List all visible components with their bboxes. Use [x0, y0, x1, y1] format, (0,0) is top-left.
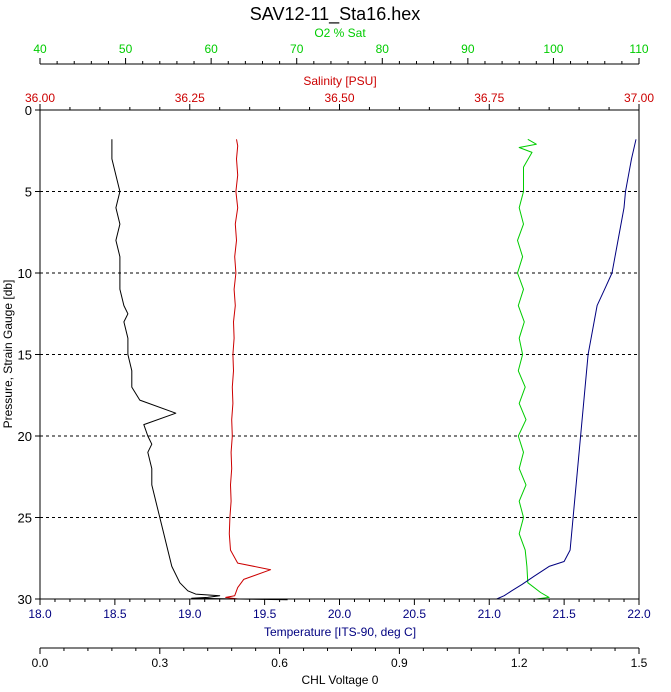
salinity-tick-label: 36.25 [175, 91, 205, 105]
temperature-tick-label: 19.5 [253, 607, 277, 621]
chl-tick-label: 1.2 [511, 656, 528, 670]
plot-frame [39, 109, 640, 600]
pressure-tick-label: 30 [18, 592, 32, 607]
temperature-tick-label: 22.0 [627, 607, 651, 621]
temperature-tick-label: 21.5 [552, 607, 576, 621]
pressure-tick-label: 25 [18, 511, 32, 526]
chl-axis-label: CHL Voltage 0 [302, 673, 379, 687]
temperature-tick-label: 21.0 [478, 607, 502, 621]
series-line-salinity [225, 139, 272, 600]
series-line-chl [111, 139, 288, 601]
o2-axis-label: O2 % Sat [314, 26, 366, 40]
salinity-axis-label: Salinity [PSU] [303, 74, 376, 88]
temperature-tick-label: 20.5 [403, 607, 427, 621]
temperature-tick-label: 18.0 [28, 607, 52, 621]
chart-title: SAV12-11_Sta16.hex [250, 4, 420, 25]
temperature-tick-label: 20.0 [328, 607, 352, 621]
chl-tick-label: 0.9 [391, 656, 408, 670]
o2-tick-label: 70 [290, 42, 304, 56]
o2-tick-label: 80 [376, 42, 390, 56]
o2-tick-label: 50 [119, 42, 133, 56]
salinity-tick-label: 36.50 [324, 91, 354, 105]
o2-tick-label: 110 [629, 42, 648, 56]
temperature-tick-label: 18.5 [103, 607, 127, 621]
pressure-axis-label: Pressure, Strain Gauge [db] [1, 280, 15, 429]
chl-tick-label: 1.5 [631, 656, 648, 670]
o2-tick-label: 60 [204, 42, 218, 56]
chl-tick-label: 0.0 [32, 656, 49, 670]
salinity-tick-label: 37.00 [624, 91, 654, 105]
salinity-tick-label: 36.75 [474, 91, 504, 105]
plot-background [40, 110, 639, 599]
axes-layer: 0 5 10 15 20 25 30 40 50 60 70 80 90 100 110 36.00 36.25… [18, 42, 655, 670]
pressure-tick-label: 0 [25, 103, 32, 118]
pressure-tick-label: 20 [18, 429, 32, 444]
pressure-tick-label: 5 [25, 185, 32, 200]
series-line-temperature [496, 139, 637, 600]
o2-tick-label: 40 [33, 42, 47, 56]
chl-tick-label: 0.6 [271, 656, 288, 670]
salinity-tick-label: 36.00 [25, 91, 55, 105]
series-line-o2 [517, 138, 550, 600]
pressure-tick-label: 15 [18, 348, 32, 363]
chl-tick-label: 0.3 [151, 656, 168, 670]
temperature-tick-label: 19.0 [178, 607, 202, 621]
gridlines [40, 191, 639, 518]
o2-tick-label: 100 [543, 42, 563, 56]
pressure-tick-label: 10 [18, 266, 32, 281]
temperature-axis-label: Temperature [ITS-90, deg C] [264, 625, 416, 639]
series-layer [111, 138, 637, 601]
o2-tick-label: 90 [461, 42, 475, 56]
